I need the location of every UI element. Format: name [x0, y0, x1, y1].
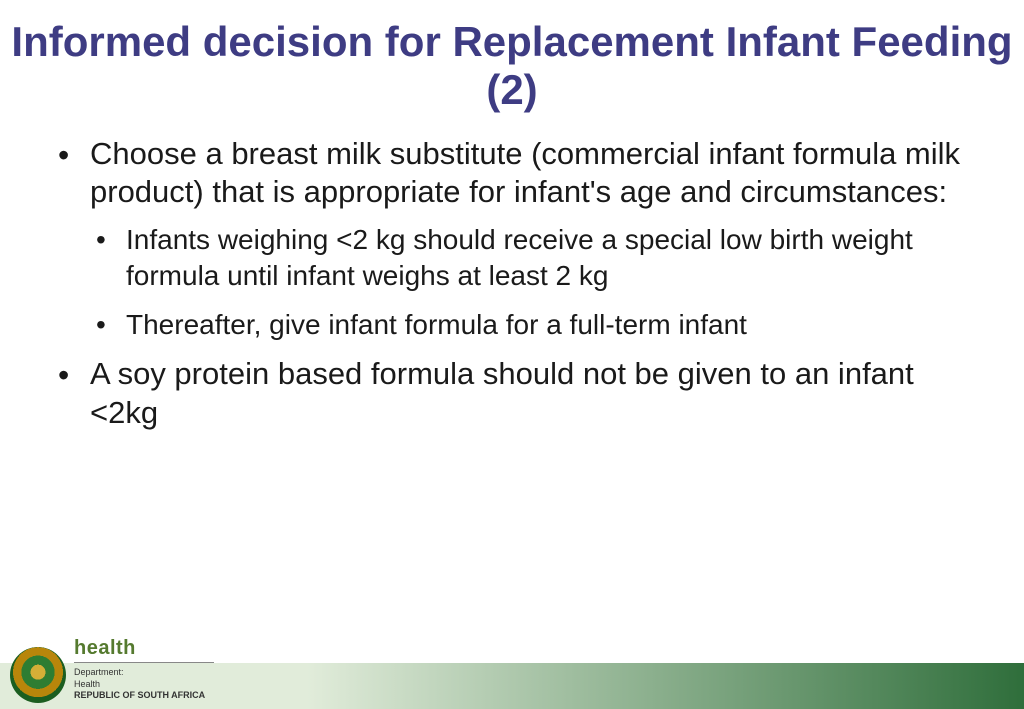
slide: Informed decision for Replacement Infant… — [0, 0, 1024, 709]
slide-title: Informed decision for Replacement Infant… — [0, 0, 1024, 115]
bullet-list: Choose a breast milk substitute (commerc… — [50, 135, 984, 433]
footer-dept-label: Department: — [74, 667, 214, 678]
slide-content: Choose a breast milk substitute (commerc… — [0, 115, 1024, 433]
list-item: A soy protein based formula should not b… — [50, 355, 984, 433]
footer-country: REPUBLIC OF SOUTH AFRICA — [74, 690, 214, 701]
footer-logo-text: health Department: Health REPUBLIC OF SO… — [74, 638, 214, 703]
slide-footer: health Department: Health REPUBLIC OF SO… — [0, 637, 1024, 709]
list-item: Choose a breast milk substitute (commerc… — [50, 135, 984, 344]
list-item-text: A soy protein based formula should not b… — [90, 356, 914, 430]
list-item-text: Choose a breast milk substitute (commerc… — [90, 136, 960, 210]
footer-department-block: Department: Health REPUBLIC OF SOUTH AFR… — [74, 667, 214, 701]
list-item: Infants weighing <2 kg should receive a … — [90, 222, 984, 295]
footer-dept-name: Health — [74, 679, 214, 690]
list-item-text: Thereafter, give infant formula for a fu… — [126, 309, 747, 340]
list-item: Thereafter, give infant formula for a fu… — [90, 307, 984, 343]
footer-health-word: health — [74, 638, 214, 658]
footer-divider — [74, 662, 214, 663]
list-item-text: Infants weighing <2 kg should receive a … — [126, 224, 913, 291]
footer-logo: health Department: Health REPUBLIC OF SO… — [10, 638, 214, 703]
sub-bullet-list: Infants weighing <2 kg should receive a … — [90, 222, 984, 343]
coat-of-arms-icon — [10, 647, 66, 703]
